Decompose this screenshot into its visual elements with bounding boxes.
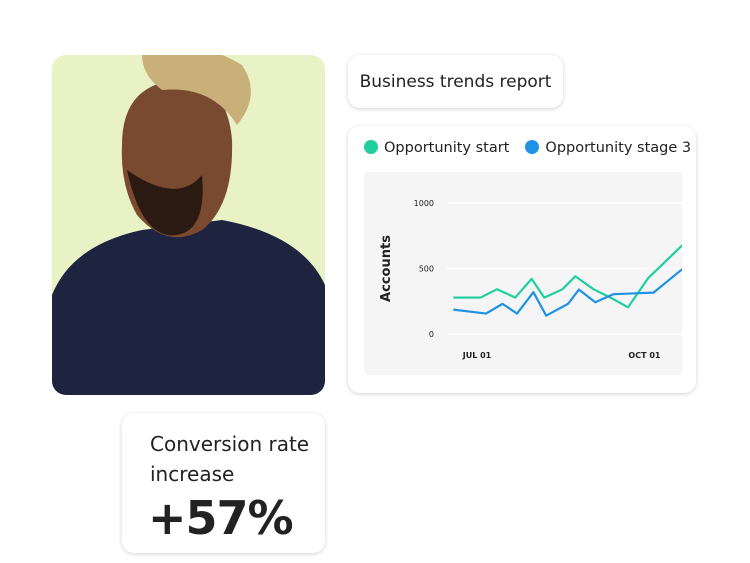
- legend-swatch: [525, 140, 540, 154]
- conversion-label-line2: increase: [150, 462, 235, 486]
- report-title: Business trends report: [359, 71, 552, 92]
- person-illustration: [52, 55, 325, 395]
- conversion-value: +57%: [148, 491, 294, 545]
- x-tick-label: JUL 01: [462, 351, 492, 360]
- conversion-card: Conversion rate increase +57%: [122, 413, 325, 553]
- chart-card: Opportunity start Opportunity stage 3 0 5…: [348, 126, 696, 393]
- person-photo: [52, 55, 325, 395]
- chart-legend: Opportunity start Opportunity stage 3: [364, 140, 691, 156]
- conversion-label: Conversion rate increase: [150, 429, 309, 489]
- y-tick-label: 500: [419, 265, 434, 274]
- series-line-0: [453, 242, 686, 309]
- series-line-1: [453, 265, 687, 317]
- x-tick-label: OCT 01: [628, 351, 660, 360]
- legend-item-opportunity-stage-3: Opportunity stage 3: [525, 140, 691, 156]
- y-tick-label: 1000: [414, 199, 434, 208]
- legend-item-opportunity-start: Opportunity start: [364, 140, 509, 156]
- conversion-label-line1: Conversion rate: [150, 432, 310, 456]
- plot-area: 0 500 1000 JUL 01 OCT 01 Accounts: [364, 172, 687, 375]
- line-chart: 0 500 1000 JUL 01 OCT 01 Accounts: [379, 199, 687, 360]
- y-tick-label: 0: [429, 330, 434, 339]
- y-axis-label: Accounts: [379, 235, 394, 302]
- legend-swatch: [364, 140, 378, 154]
- report-title-card: Business trends report: [348, 55, 563, 108]
